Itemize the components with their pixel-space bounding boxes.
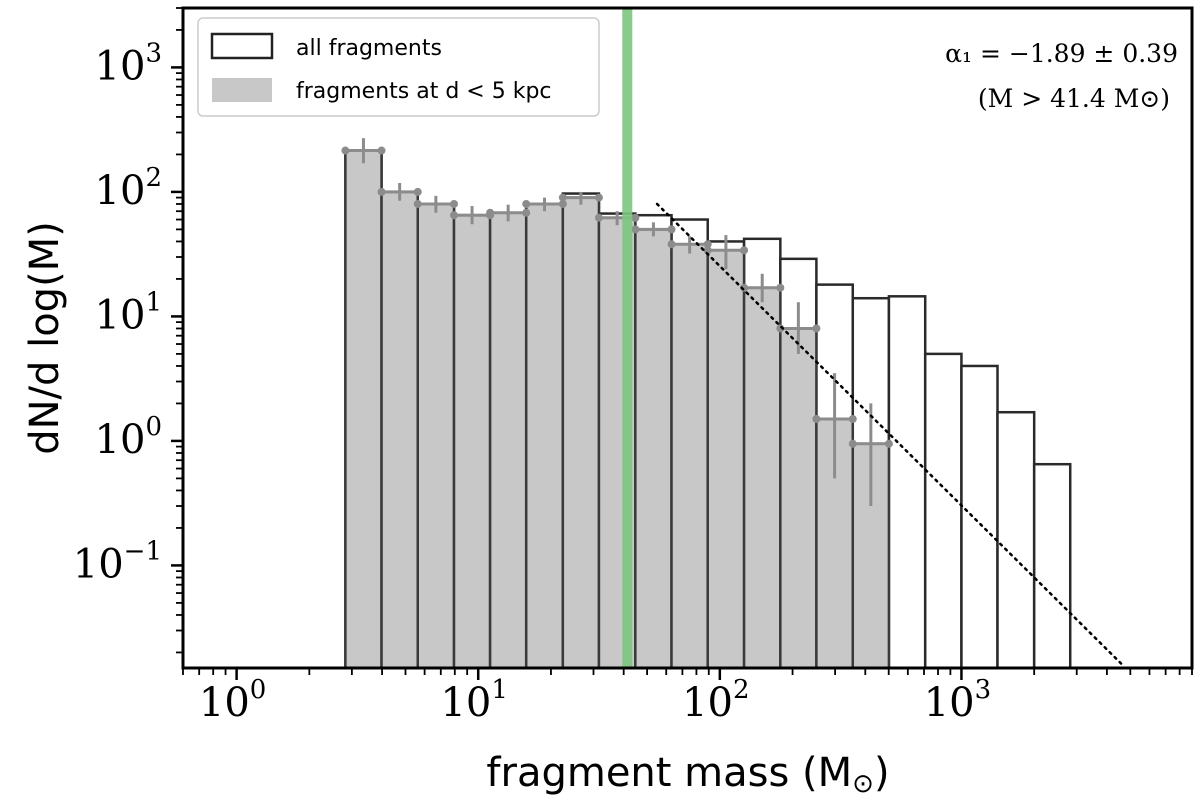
fit-line <box>655 202 1126 668</box>
bar-all-15 <box>887 295 927 670</box>
legend-swatch-filled <box>212 78 272 102</box>
marker-near-left-0 <box>341 146 350 155</box>
y-tick-label-0: 10−1 <box>73 536 162 587</box>
marker-near-left-8 <box>631 225 640 234</box>
legend-swatch-outline <box>210 32 274 60</box>
marker-near-left-1 <box>377 187 386 196</box>
series-near-fragments <box>344 149 891 670</box>
alpha-annotation: α₁ = −1.89 ± 0.39 <box>945 39 1178 68</box>
y-tick-label-1: 100 <box>95 412 162 463</box>
mass-threshold-annotation: (M > 41.4 M⊙) <box>978 84 1170 113</box>
y-axis-label: dN/d log(M) <box>22 221 68 455</box>
marker-near-right-12 <box>812 324 821 333</box>
marker-near-left-6 <box>558 193 567 202</box>
marker-near-left-9 <box>667 240 676 249</box>
x-tick-label-0: 100 <box>199 675 266 726</box>
x-tick-label-3: 103 <box>924 675 991 726</box>
bar-near-9 <box>670 242 709 670</box>
marker-near-right-14 <box>884 439 893 448</box>
bar-near-0 <box>344 149 383 670</box>
y-axis: 10−1 100 101 102 103 <box>73 7 183 654</box>
marker-near-right-9 <box>703 240 712 249</box>
bar-near-4 <box>488 211 528 670</box>
marker-near-left-13 <box>812 414 821 423</box>
marker-near-left-14 <box>848 439 857 448</box>
marker-near-left-10 <box>703 246 712 255</box>
x-axis-label: fragment mass (M⊙) <box>486 750 889 799</box>
bar-near-2 <box>416 202 456 670</box>
plot-frame <box>181 6 1194 670</box>
x-axis: 100 101 102 103 <box>182 668 1193 726</box>
marker-near-right-10 <box>740 246 749 255</box>
marker-near-right-13 <box>848 414 857 423</box>
bar-near-6 <box>561 196 601 670</box>
marker-near-left-5 <box>522 199 531 208</box>
legend: all fragments fragments at d < 5 kpc <box>197 17 600 117</box>
bar-all-18 <box>996 410 1036 670</box>
y-tick-label-2: 101 <box>95 287 162 338</box>
marker-near-right-0 <box>377 146 386 155</box>
legend-box <box>197 17 600 117</box>
marker-near-right-11 <box>776 283 785 292</box>
marker-near-right-7 <box>631 213 640 222</box>
fit-annotation: α₁ = −1.89 ± 0.39 (M > 41.4 M⊙) <box>945 39 1178 113</box>
marker-near-left-7 <box>594 213 603 222</box>
bar-near-8 <box>634 228 673 670</box>
bar-near-10 <box>706 248 746 670</box>
bar-all-16 <box>923 352 963 670</box>
threshold-line <box>622 8 633 668</box>
bar-near-11 <box>742 286 782 670</box>
bar-near-1 <box>380 190 419 670</box>
marker-near-right-6 <box>594 193 603 202</box>
marker-near-right-2 <box>450 199 459 208</box>
bar-all-19 <box>1032 462 1072 670</box>
marker-near-right-1 <box>413 187 422 196</box>
y-tick-label-4: 103 <box>95 38 162 89</box>
marker-near-left-4 <box>486 208 495 217</box>
marker-near-right-4 <box>522 208 531 217</box>
marker-near-left-3 <box>450 211 459 220</box>
threshold-band <box>622 8 633 668</box>
fit-dotted-line <box>655 202 1126 668</box>
legend-label-all: all fragments <box>296 36 442 61</box>
marker-near-right-8 <box>667 225 676 234</box>
y-tick-label-3: 102 <box>95 163 162 214</box>
marker-near-left-2 <box>413 199 422 208</box>
legend-label-near: fragments at d < 5 kpc <box>296 79 552 104</box>
marker-near-right-5 <box>558 199 567 208</box>
x-tick-label-2: 102 <box>682 675 749 726</box>
bar-near-12 <box>779 327 818 670</box>
bar-all-17 <box>960 364 999 670</box>
bar-near-5 <box>524 202 565 670</box>
x-tick-label-1: 101 <box>440 675 507 726</box>
bar-near-3 <box>452 213 492 670</box>
